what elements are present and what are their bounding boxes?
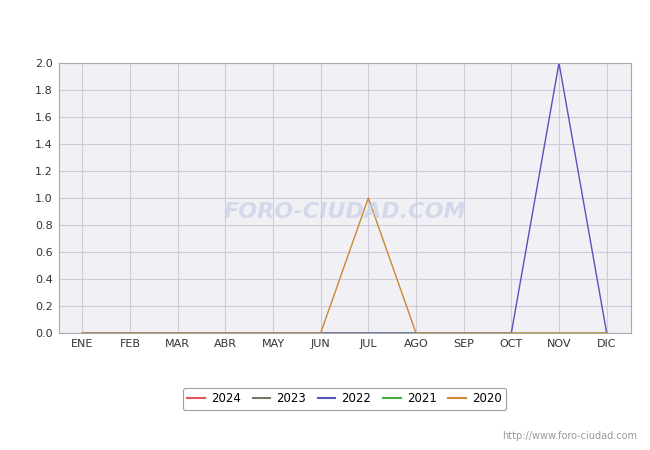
Text: http://www.foro-ciudad.com: http://www.foro-ciudad.com xyxy=(502,431,637,441)
Legend: 2024, 2023, 2022, 2021, 2020: 2024, 2023, 2022, 2021, 2020 xyxy=(183,387,506,410)
Text: FORO-CIUDAD.COM: FORO-CIUDAD.COM xyxy=(223,202,466,221)
Text: Matriculaciones de Vehiculos en Manzanal del Barco: Matriculaciones de Vehiculos en Manzanal… xyxy=(115,19,535,35)
